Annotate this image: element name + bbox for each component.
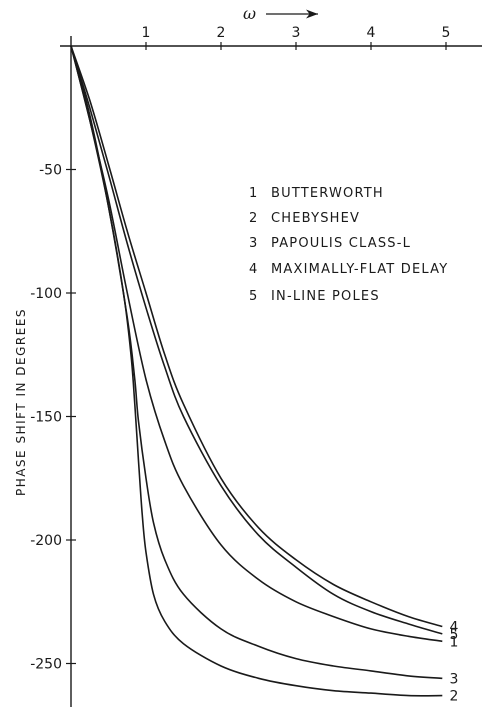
x-axis-label: ω [243,4,256,23]
legend-item: 2 CHEBYSHEV [249,211,360,226]
legend-item-label: BUTTERWORTH [271,186,384,201]
x-tick-label: 2 [217,25,226,41]
tick-group: 1 2 3 4 5 -50 -100 -150 -200 -250 [30,25,450,673]
curve-label-4: 4 [450,619,459,635]
y-tick-label: -100 [30,286,62,302]
legend-item-label: PAPOULIS CLASS-L [271,236,411,251]
y-axis-label: PHASE SHIFT IN DEGREES [14,308,28,496]
x-tick-label: 5 [442,25,451,41]
legend-item-number: 4 [249,262,258,277]
x-axis-arrow-icon [266,9,318,19]
curve-5 [70,45,443,635]
curve-label-3: 3 [450,671,459,687]
curve-label-2: 2 [450,689,459,705]
legend-item-number: 3 [249,236,258,251]
curve-end-labels: 1 2 3 45 [450,619,459,704]
legend-item: 1 BUTTERWORTH [249,186,384,201]
legend-item: 5 IN-LINE POLES [249,289,380,304]
legend-item: 4 MAXIMALLY-FLAT DELAY [249,262,448,277]
legend-item-label: IN-LINE POLES [271,289,380,304]
curve-4 [70,45,443,628]
legend-item: 3 PAPOULIS CLASS-L [249,236,411,251]
y-tick-label: -150 [30,410,62,426]
curves-group [70,45,443,697]
y-tick-label: -250 [30,657,62,673]
legend-item-number: 5 [249,289,258,304]
curve-3 [70,45,443,680]
legend-item-number: 1 [249,186,258,201]
y-tick-label: -200 [30,533,62,549]
x-tick-label: 1 [142,25,151,41]
legend-item-label: CHEBYSHEV [271,211,360,226]
curve-label-5: 5 [450,627,459,643]
x-tick-label: 4 [367,25,376,41]
curve-1 [70,45,443,643]
legend: 1 BUTTERWORTH 2 CHEBYSHEV 3 PAPOULIS CLA… [249,186,448,304]
curve-label-1: 1 [450,634,459,650]
curve-2 [70,45,443,697]
legend-item-number: 2 [249,211,258,226]
y-tick-label: -50 [39,163,62,179]
x-tick-label: 3 [292,25,301,41]
legend-item-label: MAXIMALLY-FLAT DELAY [271,262,448,277]
